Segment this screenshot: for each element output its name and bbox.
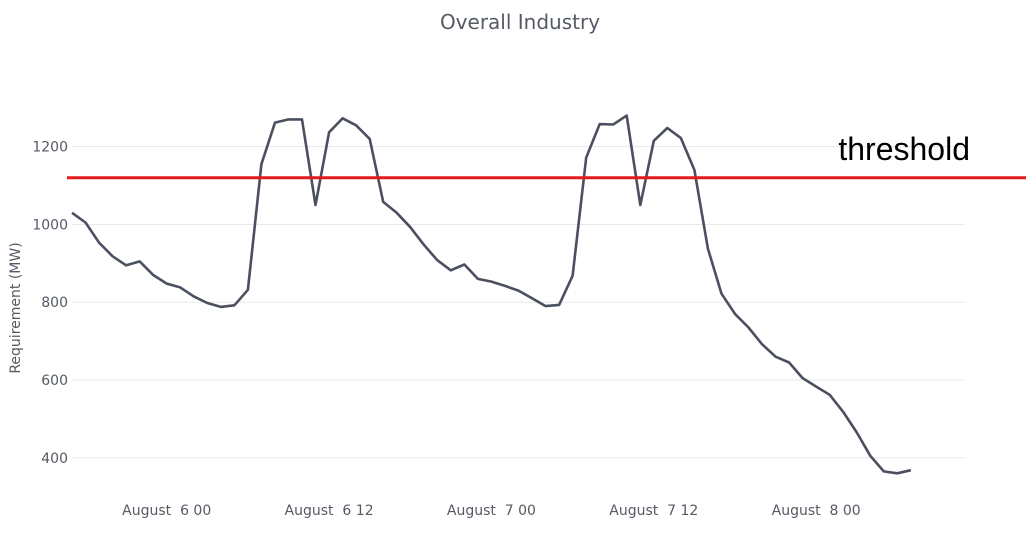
x-tick-label: August 8 00: [772, 503, 861, 519]
y-axis-label: Requirement (MW): [8, 242, 24, 373]
x-tick-label: August 6 12: [285, 503, 374, 519]
x-tick-label: August 7 00: [447, 503, 536, 519]
series-line: [71, 114, 912, 475]
chart-title: Overall Industry: [440, 10, 600, 34]
y-axis-ticks: 400 600 800 1000 1200: [32, 140, 68, 467]
gridlines: [72, 146, 965, 459]
x-tick-label: August 7 12: [609, 503, 698, 519]
y-tick-label: 800: [41, 295, 68, 311]
threshold-label: threshold: [838, 131, 970, 167]
y-tick-label: 1200: [32, 140, 68, 156]
y-tick-label: 1000: [32, 217, 68, 233]
x-axis-ticks: August 6 00 August 6 12 August 7 00 August …: [122, 503, 861, 519]
series-layer: [71, 114, 912, 475]
x-tick-label: August 6 00: [122, 503, 211, 519]
annotations: threshold: [67, 131, 1026, 180]
y-tick-label: 600: [41, 373, 68, 389]
y-tick-label: 400: [41, 451, 68, 467]
